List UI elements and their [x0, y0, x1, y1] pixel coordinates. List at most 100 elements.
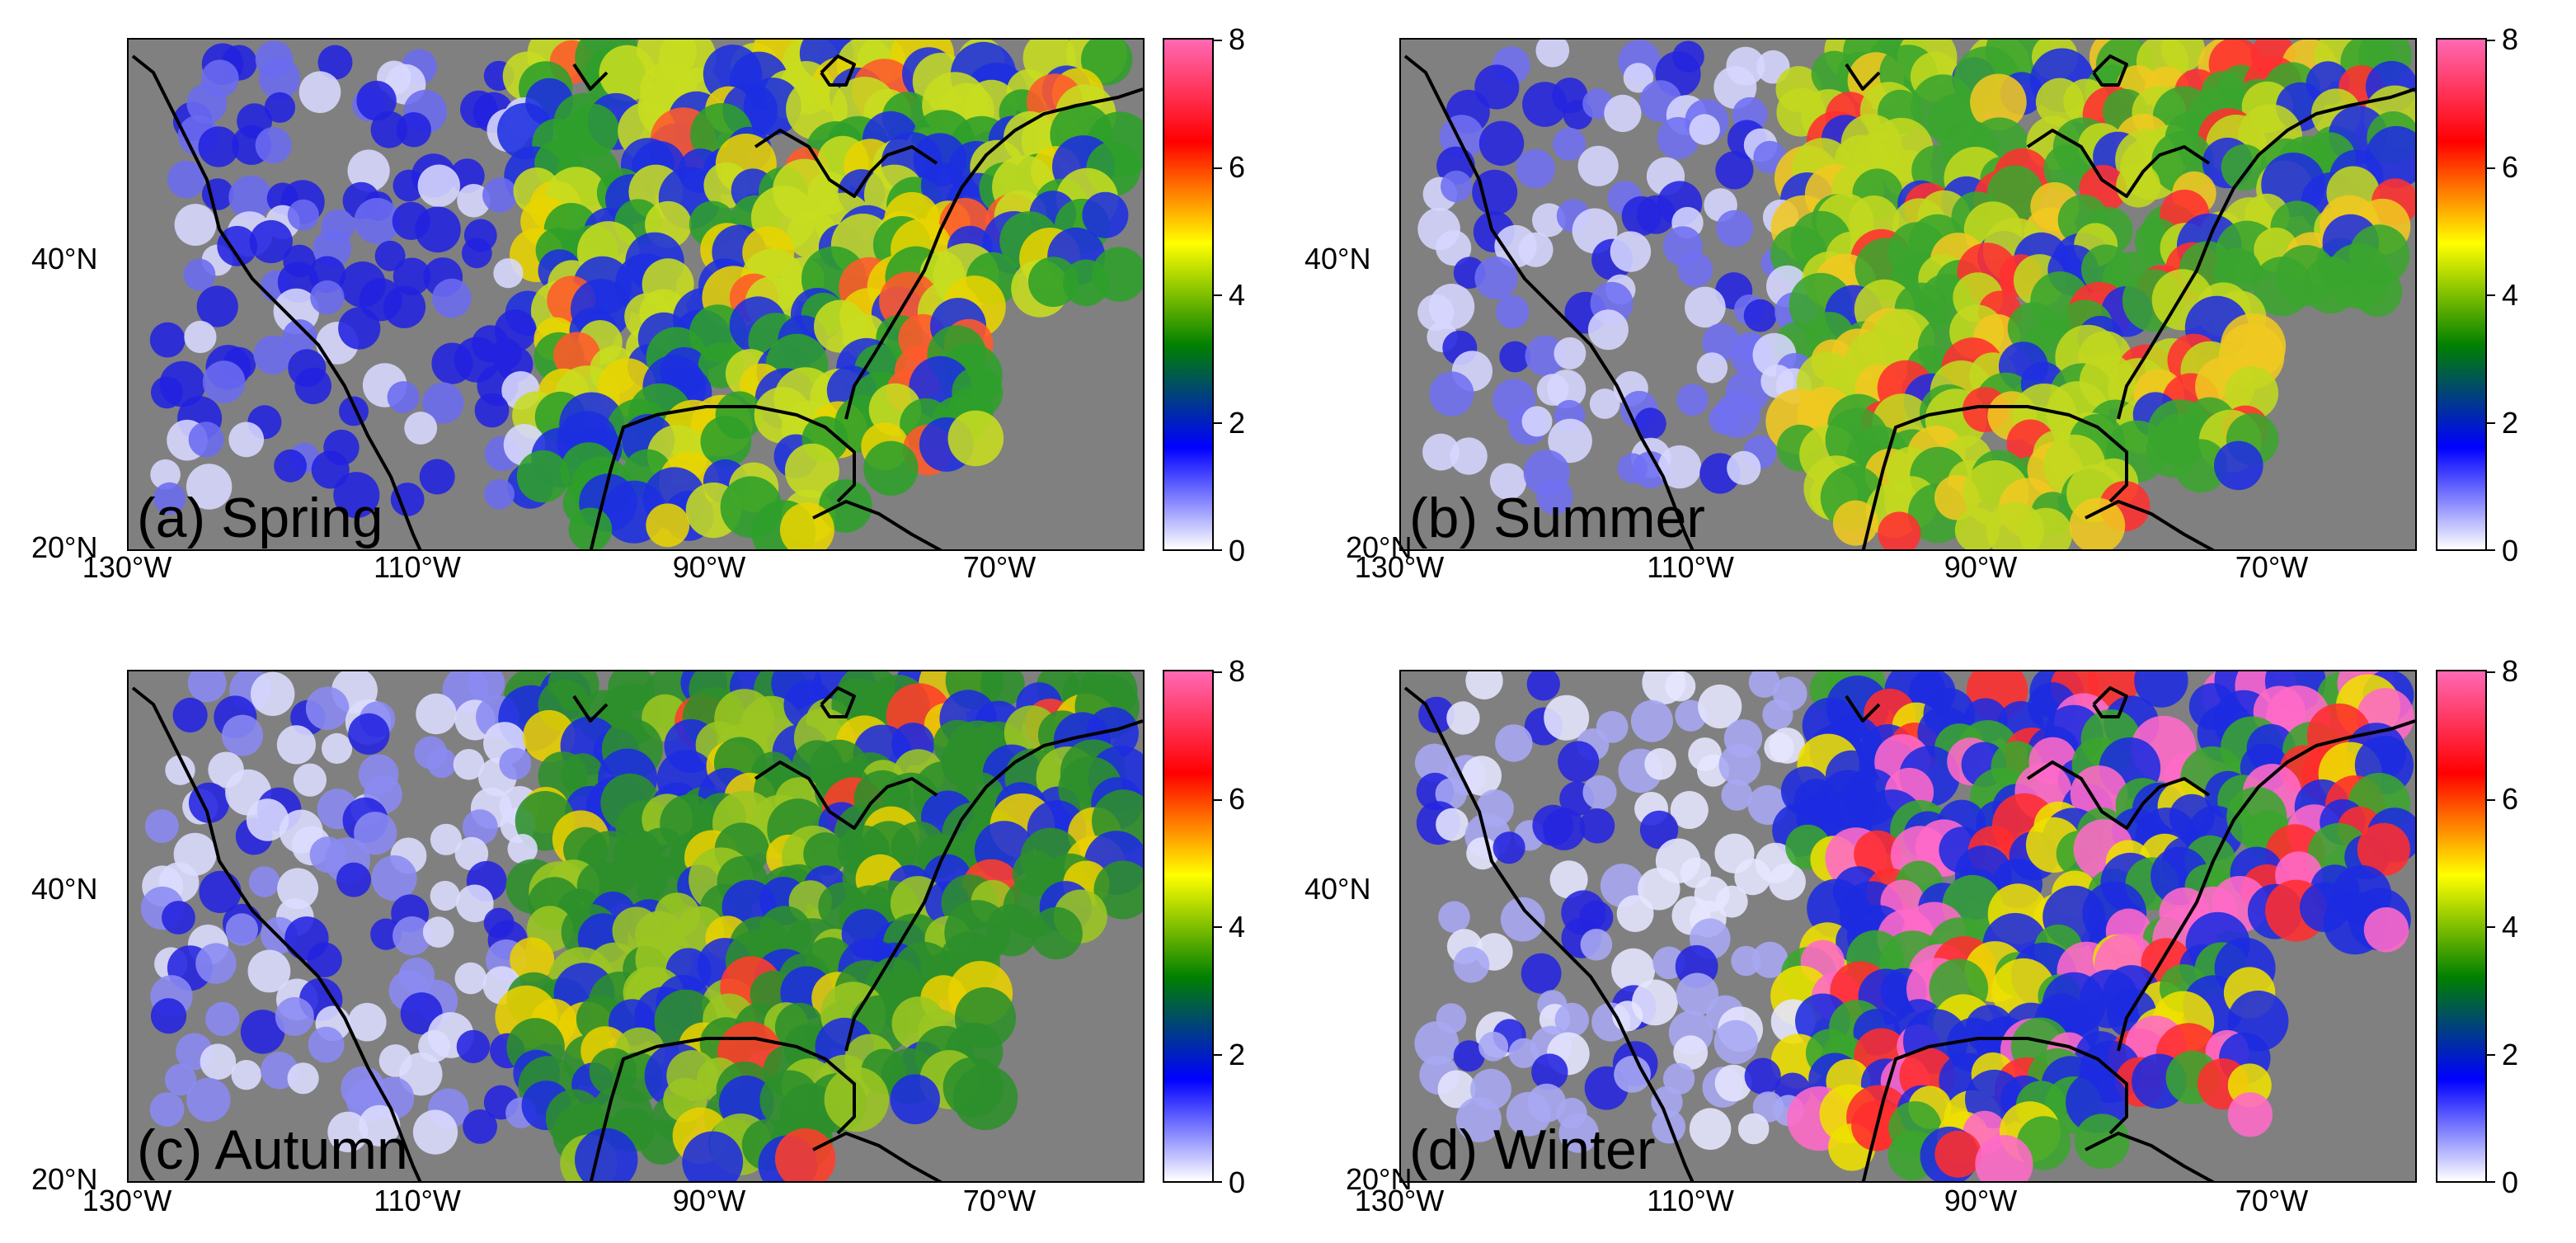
map-winter-svg — [1403, 671, 2415, 1181]
station-blob — [1651, 1085, 1683, 1118]
station-blob — [317, 45, 353, 80]
station-blob — [298, 71, 341, 113]
station-blob — [187, 671, 227, 703]
station-blob — [646, 503, 690, 548]
station-blob — [287, 1062, 319, 1095]
station-blob — [217, 225, 258, 266]
map-summer: (b) Summer — [1399, 38, 2417, 551]
station-blob — [1716, 210, 1754, 247]
station-blob — [2352, 266, 2403, 317]
station-blob — [1437, 1070, 1476, 1109]
coastline-west — [1403, 54, 1695, 549]
station-blob — [1696, 352, 1728, 384]
station-blob — [2225, 366, 2279, 420]
station-blob — [153, 482, 186, 515]
station-blob — [2043, 144, 2092, 193]
station-blob — [412, 1109, 458, 1155]
station-blob — [1610, 231, 1652, 272]
station-blob — [456, 884, 494, 923]
station-blob — [1414, 1021, 1460, 1066]
station-blob — [510, 937, 555, 982]
colorbar-tick-0-b: 0 — [2502, 534, 2519, 567]
station-blob — [251, 671, 295, 716]
station-blob — [383, 285, 426, 328]
map-winter: (d) Winter — [1399, 670, 2417, 1183]
station-blob — [307, 942, 342, 977]
station-blob — [1676, 384, 1709, 417]
station-blob — [1714, 392, 1760, 438]
colorbar-tick-mark — [1214, 549, 1222, 551]
map-summer-svg — [1403, 40, 2415, 549]
station-blob — [275, 996, 314, 1036]
station-blob — [1500, 897, 1545, 942]
station-blob — [1489, 463, 1527, 500]
station-blob — [264, 92, 295, 123]
colorbar-tick-mark — [2487, 167, 2495, 169]
station-blob — [1414, 743, 1454, 783]
station-blob — [198, 126, 239, 167]
station-blob — [1698, 684, 1742, 729]
station-blob — [1554, 1002, 1589, 1038]
lon-tick-70w-b: 70°W — [2235, 550, 2309, 584]
station-blob — [2221, 144, 2268, 191]
station-blob — [1689, 114, 1720, 145]
station-blob — [1558, 741, 1600, 783]
station-blob — [417, 164, 460, 207]
station-blob — [1878, 511, 1921, 549]
caribbean-coast — [812, 1132, 942, 1181]
panel-label-spring: (a) Spring — [137, 487, 383, 549]
panel-label-winter: (d) Winter — [1409, 1118, 1656, 1181]
station-blob — [1554, 337, 1586, 370]
station-blob — [1492, 831, 1525, 864]
colorbar-tick-mark — [2487, 549, 2495, 551]
station-blob — [277, 868, 319, 910]
map-autumn: (c) Autumn — [127, 670, 1145, 1183]
station-blob — [1441, 170, 1473, 203]
station-blob — [454, 836, 489, 871]
map-autumn-svg — [131, 671, 1143, 1181]
lon-tick-110w-d: 110°W — [1647, 1184, 1734, 1217]
colorbar-b — [2436, 38, 2495, 551]
station-blob — [396, 112, 431, 148]
station-blob — [255, 127, 292, 164]
station-blob — [1670, 791, 1709, 829]
station-blob — [1657, 116, 1699, 159]
station-blob — [1465, 671, 1503, 699]
station-blob — [1438, 901, 1470, 934]
station-blob — [484, 478, 515, 510]
station-blob — [200, 1043, 237, 1080]
colorbar-tick-mark — [1214, 1054, 1222, 1056]
colorbar-tick-mark — [2487, 671, 2495, 673]
colorbar-tick-4-c: 4 — [1229, 910, 1246, 944]
station-blob — [276, 725, 316, 765]
station-blob — [390, 483, 425, 516]
coastline-west — [131, 54, 422, 549]
station-blob — [1769, 727, 1806, 764]
station-blob — [2019, 507, 2073, 549]
station-blob — [188, 421, 224, 458]
station-blob — [347, 149, 390, 192]
coastline-gulf — [1861, 1037, 2128, 1181]
station-blob — [2357, 822, 2410, 876]
station-blob — [1604, 94, 1642, 133]
station-blob — [202, 360, 246, 403]
station-blob — [568, 507, 613, 549]
colorbar-tick-2-a: 2 — [1229, 406, 1246, 440]
station-blob — [1478, 120, 1525, 166]
station-blob — [803, 832, 847, 876]
station-blob — [1611, 948, 1656, 992]
station-blob — [1638, 868, 1681, 911]
station-blob — [422, 916, 454, 948]
lat-tick-20n-a: 20°N — [31, 530, 98, 564]
station-blob — [196, 285, 238, 327]
station-blob — [327, 1111, 369, 1152]
station-blob — [890, 1074, 940, 1125]
caribbean-coast — [812, 500, 942, 549]
map-spring: (a) Spring — [127, 38, 1145, 551]
station-blob — [1544, 694, 1590, 741]
station-blob — [205, 1001, 240, 1037]
station-blob — [228, 175, 273, 219]
coastline-gulf — [589, 1037, 856, 1181]
station-blob — [336, 862, 371, 897]
caribbean-coast — [2085, 1132, 2215, 1181]
